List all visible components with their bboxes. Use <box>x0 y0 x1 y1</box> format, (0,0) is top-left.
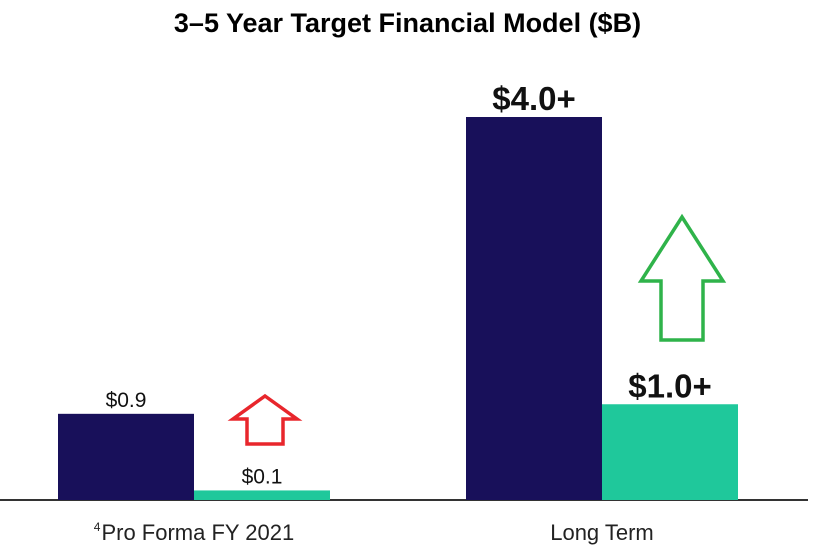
footnote-marker: 4 <box>94 520 101 534</box>
data-label: $1.0+ <box>628 367 712 404</box>
bar-1-1 <box>58 413 194 500</box>
x-tick-text: Pro Forma FY 2021 <box>101 520 294 545</box>
chart-title: 3–5 Year Target Financial Model ($B) <box>173 8 642 38</box>
data-label: $4.0+ <box>492 80 576 117</box>
up-arrow-icon <box>227 393 303 446</box>
up-arrow-icon <box>637 213 727 342</box>
bar-2-2 <box>602 404 738 500</box>
x-tick-label: 4Pro Forma FY 2021 <box>94 520 294 545</box>
data-label: $0.9 <box>106 389 147 412</box>
x-tick-label: Long Term <box>550 520 654 545</box>
bar-2-1 <box>194 490 330 500</box>
bar-1-2 <box>466 117 602 500</box>
data-label: $0.1 <box>242 465 283 488</box>
